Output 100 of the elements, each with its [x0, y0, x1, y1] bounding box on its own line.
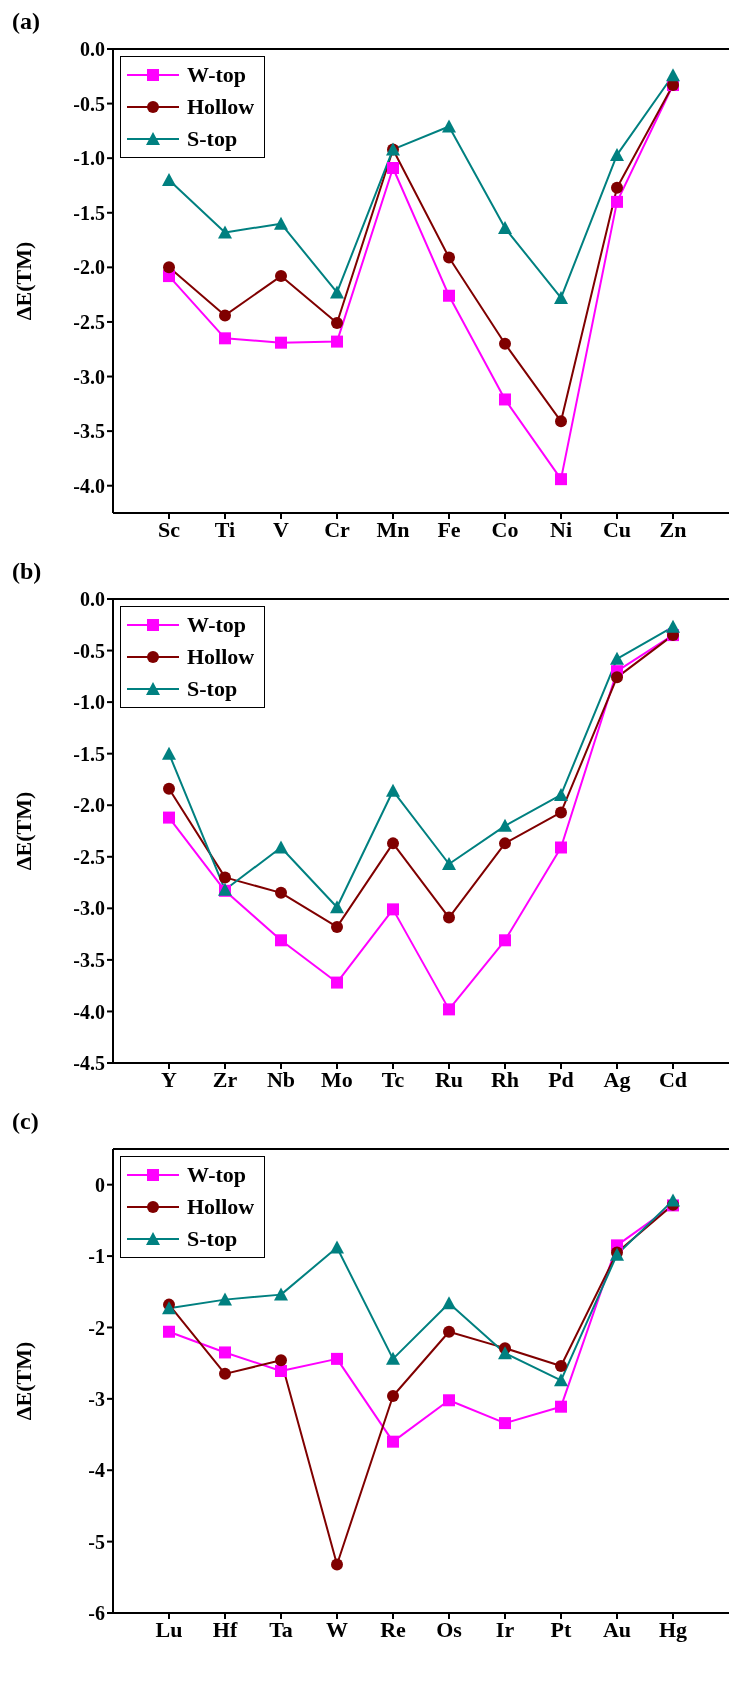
- point: [162, 173, 176, 187]
- point: [555, 841, 567, 854]
- y-tick-label: 0: [95, 1173, 105, 1196]
- x-tick-label: Ni: [550, 516, 572, 542]
- point: [610, 147, 624, 161]
- x-tick-label: Tc: [381, 1066, 405, 1092]
- point: [163, 782, 175, 795]
- point: [331, 976, 343, 989]
- y-tick-label: -1: [88, 1245, 105, 1268]
- point: [555, 1400, 567, 1413]
- point: [275, 934, 287, 947]
- point: [555, 1360, 567, 1373]
- y-tick-label: -6: [88, 1602, 105, 1625]
- point: [443, 251, 455, 264]
- y-tick-label: -3: [88, 1387, 105, 1410]
- legend-label: S-top: [187, 1226, 238, 1252]
- point: [163, 261, 175, 274]
- x-tick-label: Ti: [214, 516, 236, 542]
- point: [611, 671, 623, 684]
- point: [219, 332, 231, 345]
- point: [163, 811, 175, 824]
- x-tick-label: Zr: [212, 1066, 238, 1092]
- y-tick-label: -3.5: [73, 420, 105, 443]
- legend-label: Hollow: [187, 94, 255, 120]
- x-tick-label: V: [273, 516, 290, 542]
- y-tick-label: -3.0: [73, 897, 105, 920]
- point: [330, 1240, 344, 1254]
- x-tick-label: Hg: [658, 1616, 688, 1642]
- point: [554, 787, 568, 801]
- x-tick-label: Nb: [266, 1066, 296, 1092]
- y-tick-label: -1.0: [73, 691, 105, 714]
- point: [386, 783, 400, 797]
- point: [219, 871, 231, 884]
- x-tick-label: Rh: [490, 1066, 520, 1092]
- y-tick-label: -3.5: [73, 948, 105, 971]
- point: [666, 1193, 680, 1207]
- legend-label: W-top: [187, 612, 247, 638]
- x-tick-label: Cr: [324, 516, 351, 542]
- point: [611, 181, 623, 194]
- point: [555, 806, 567, 819]
- point: [555, 415, 567, 428]
- point: [162, 1301, 176, 1315]
- point: [611, 195, 623, 208]
- point: [499, 337, 511, 350]
- point: [387, 1435, 399, 1448]
- y-tick-label: -4.0: [73, 474, 105, 497]
- y-axis-title: ΔE(TM): [10, 791, 36, 871]
- point: [498, 221, 512, 235]
- y-tick-label: -2.0: [73, 256, 105, 279]
- y-tick-label: -1.5: [73, 742, 105, 765]
- y-tick-label: -2.5: [73, 311, 105, 334]
- chart-title: (b): [12, 558, 43, 586]
- x-tick-label: Mo: [321, 1066, 353, 1092]
- point: [331, 335, 343, 348]
- point: [443, 1325, 455, 1338]
- point: [274, 216, 288, 230]
- y-tick-label: 0.0: [80, 38, 105, 61]
- x-tick-label: Au: [602, 1616, 632, 1642]
- point: [218, 225, 232, 239]
- point: [275, 886, 287, 899]
- point: [162, 746, 176, 760]
- point: [275, 336, 287, 349]
- legend-label: Hollow: [187, 644, 255, 670]
- point: [330, 900, 344, 914]
- point: [442, 1296, 456, 1310]
- x-tick-label: Ru: [434, 1066, 464, 1092]
- point: [443, 1394, 455, 1407]
- legend-label: S-top: [187, 126, 238, 152]
- y-tick-label: -4.5: [73, 1052, 105, 1075]
- x-tick-label: Pt: [550, 1616, 573, 1642]
- legend-label: W-top: [187, 62, 247, 88]
- x-tick-label: Re: [380, 1616, 407, 1642]
- point: [387, 162, 399, 174]
- y-tick-label: -2.5: [73, 845, 105, 868]
- point: [275, 1365, 287, 1378]
- point: [443, 1003, 455, 1016]
- point: [330, 285, 344, 299]
- x-tick-label: W: [326, 1616, 348, 1642]
- y-tick-label: -4.0: [73, 1000, 105, 1023]
- x-tick-label: Ta: [269, 1616, 293, 1642]
- point: [331, 1352, 343, 1365]
- point: [554, 290, 568, 304]
- point: [218, 1292, 232, 1306]
- point: [275, 1354, 287, 1367]
- y-tick-label: 0.0: [80, 588, 105, 611]
- point: [331, 317, 343, 330]
- point: [499, 393, 511, 406]
- point: [163, 1325, 175, 1338]
- x-tick-label: Hf: [212, 1616, 238, 1642]
- point: [442, 857, 456, 870]
- chart-title: (c): [12, 1108, 40, 1136]
- point: [666, 619, 680, 633]
- x-tick-label: Pd: [548, 1066, 574, 1092]
- point: [387, 837, 399, 850]
- y-tick-label: -2.0: [73, 794, 105, 817]
- point: [666, 68, 680, 82]
- point: [219, 1367, 231, 1380]
- x-tick-label: Y: [161, 1066, 178, 1092]
- y-tick-label: -1.5: [73, 201, 105, 224]
- y-tick-label: -5: [88, 1530, 105, 1553]
